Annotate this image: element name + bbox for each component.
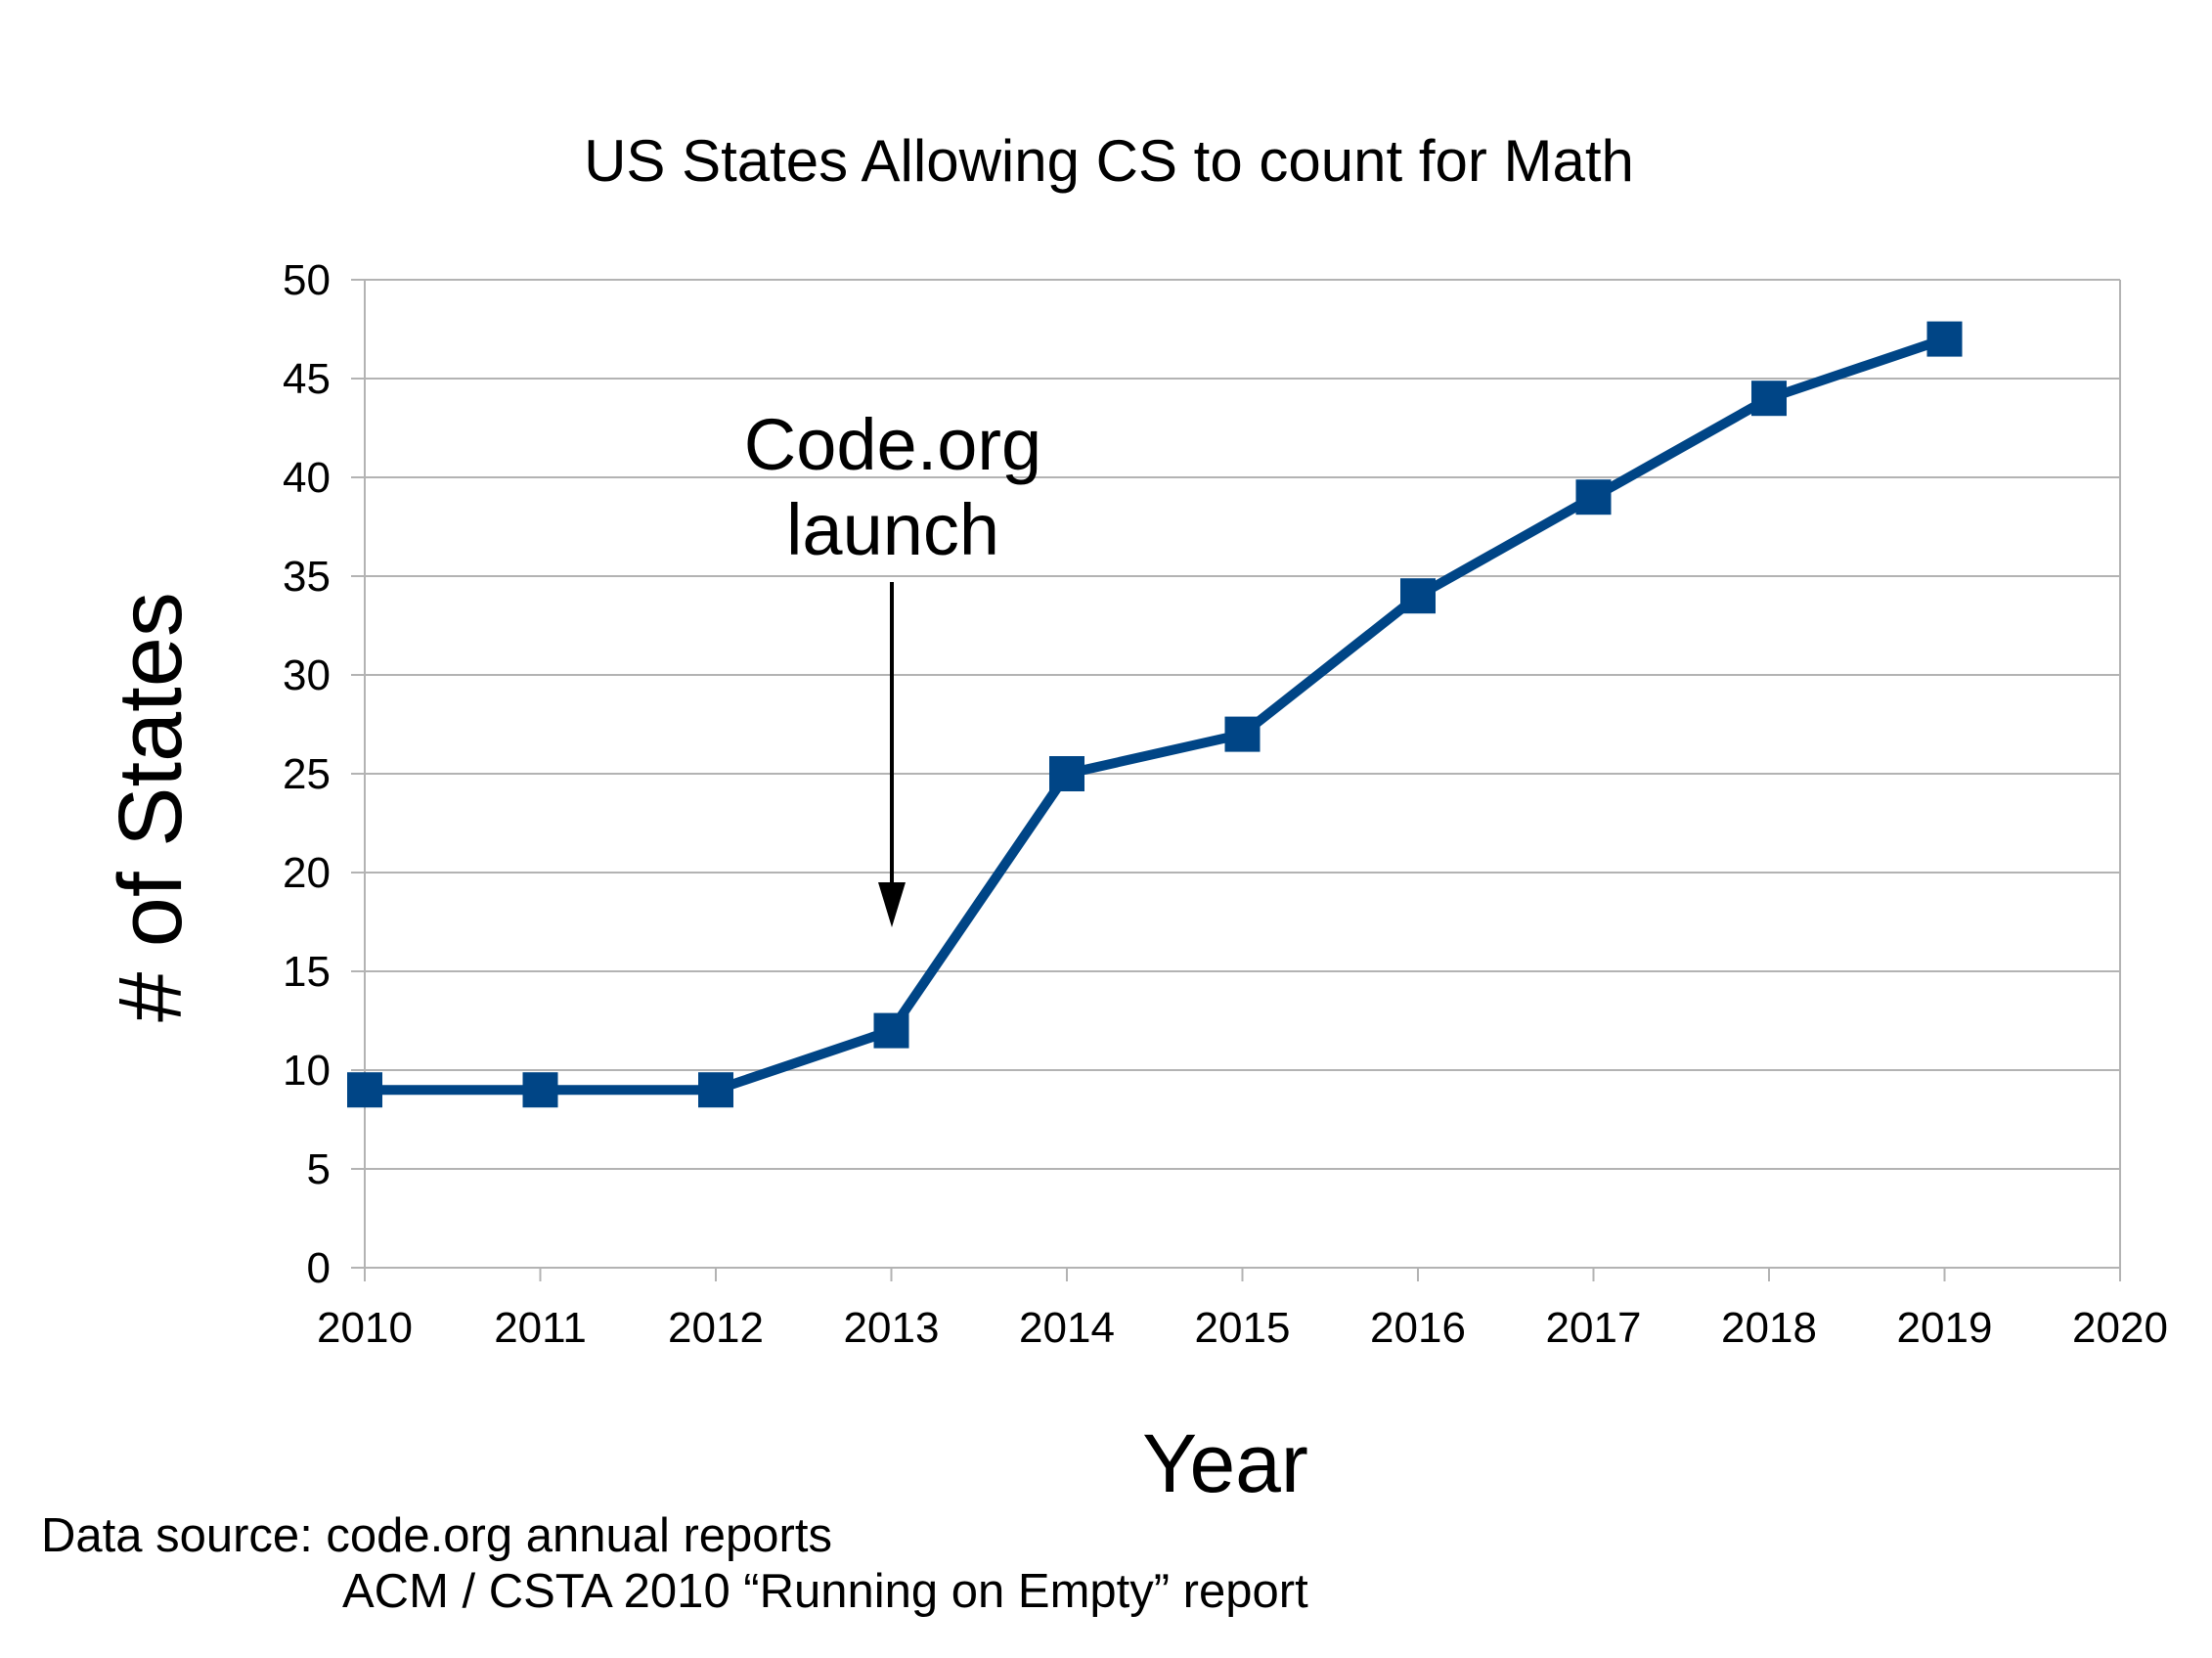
y-tick-label: 5 — [307, 1145, 331, 1193]
annotation-line2: launch — [786, 489, 999, 570]
x-tick-label: 2020 — [2072, 1304, 2168, 1352]
y-tick-label: 45 — [283, 355, 331, 403]
y-tick-label: 15 — [283, 948, 331, 996]
x-tick-label: 2011 — [494, 1304, 587, 1352]
chart-title: US States Allowing CS to count for Math — [584, 128, 1634, 194]
annotation-line1: Code.org — [744, 404, 1041, 485]
y-tick-label: 35 — [283, 553, 331, 601]
y-tick-label: 50 — [283, 256, 331, 304]
data-point-2010 — [347, 1072, 382, 1108]
y-tick-label: 10 — [283, 1047, 331, 1095]
series-line — [365, 334, 1947, 1096]
x-tick-label: 2017 — [1546, 1304, 1642, 1352]
source-line2: ACM / CSTA 2010 “Running on Empty” repor… — [342, 1565, 1308, 1618]
annotation: Code.org launch — [744, 404, 1041, 927]
y-tick-labels: 0 5 10 15 20 25 30 35 40 45 50 — [283, 256, 331, 1292]
x-tick-label: 2019 — [1897, 1304, 1993, 1352]
series — [347, 321, 1963, 1108]
data-point-2018 — [1751, 381, 1787, 417]
y-tick-label: 20 — [283, 849, 331, 897]
data-point-2013 — [873, 1012, 909, 1049]
grid — [351, 279, 2121, 1281]
data-point-2015 — [1224, 716, 1261, 752]
source-line1: Data source: code.org annual reports — [41, 1509, 832, 1562]
y-axis-label: # of States — [101, 592, 200, 1022]
x-axis-label: Year — [1142, 1417, 1308, 1509]
x-tick-label: 2013 — [844, 1304, 940, 1352]
data-point-2011 — [522, 1072, 558, 1108]
x-tick-label: 2012 — [668, 1304, 764, 1352]
x-tick-label: 2010 — [317, 1304, 413, 1352]
data-point-2014 — [1049, 756, 1084, 791]
x-tick-labels: 2010 2011 2012 2013 2014 2015 2016 2017 2018 2019… — [317, 1304, 2168, 1352]
annotation-arrowhead — [878, 882, 906, 927]
y-tick-label: 0 — [307, 1244, 331, 1292]
y-tick-label: 25 — [283, 750, 331, 798]
data-point-2017 — [1575, 479, 1612, 515]
x-tick-label: 2016 — [1370, 1304, 1466, 1352]
x-tick-label: 2018 — [1721, 1304, 1817, 1352]
data-point-2012 — [698, 1072, 733, 1108]
x-tick-label: 2014 — [1019, 1304, 1115, 1352]
y-tick-label: 30 — [283, 651, 331, 699]
y-tick-label: 40 — [283, 454, 331, 502]
data-point-2019 — [1926, 321, 1963, 357]
x-tick-label: 2015 — [1195, 1304, 1291, 1352]
data-point-2016 — [1400, 578, 1436, 614]
